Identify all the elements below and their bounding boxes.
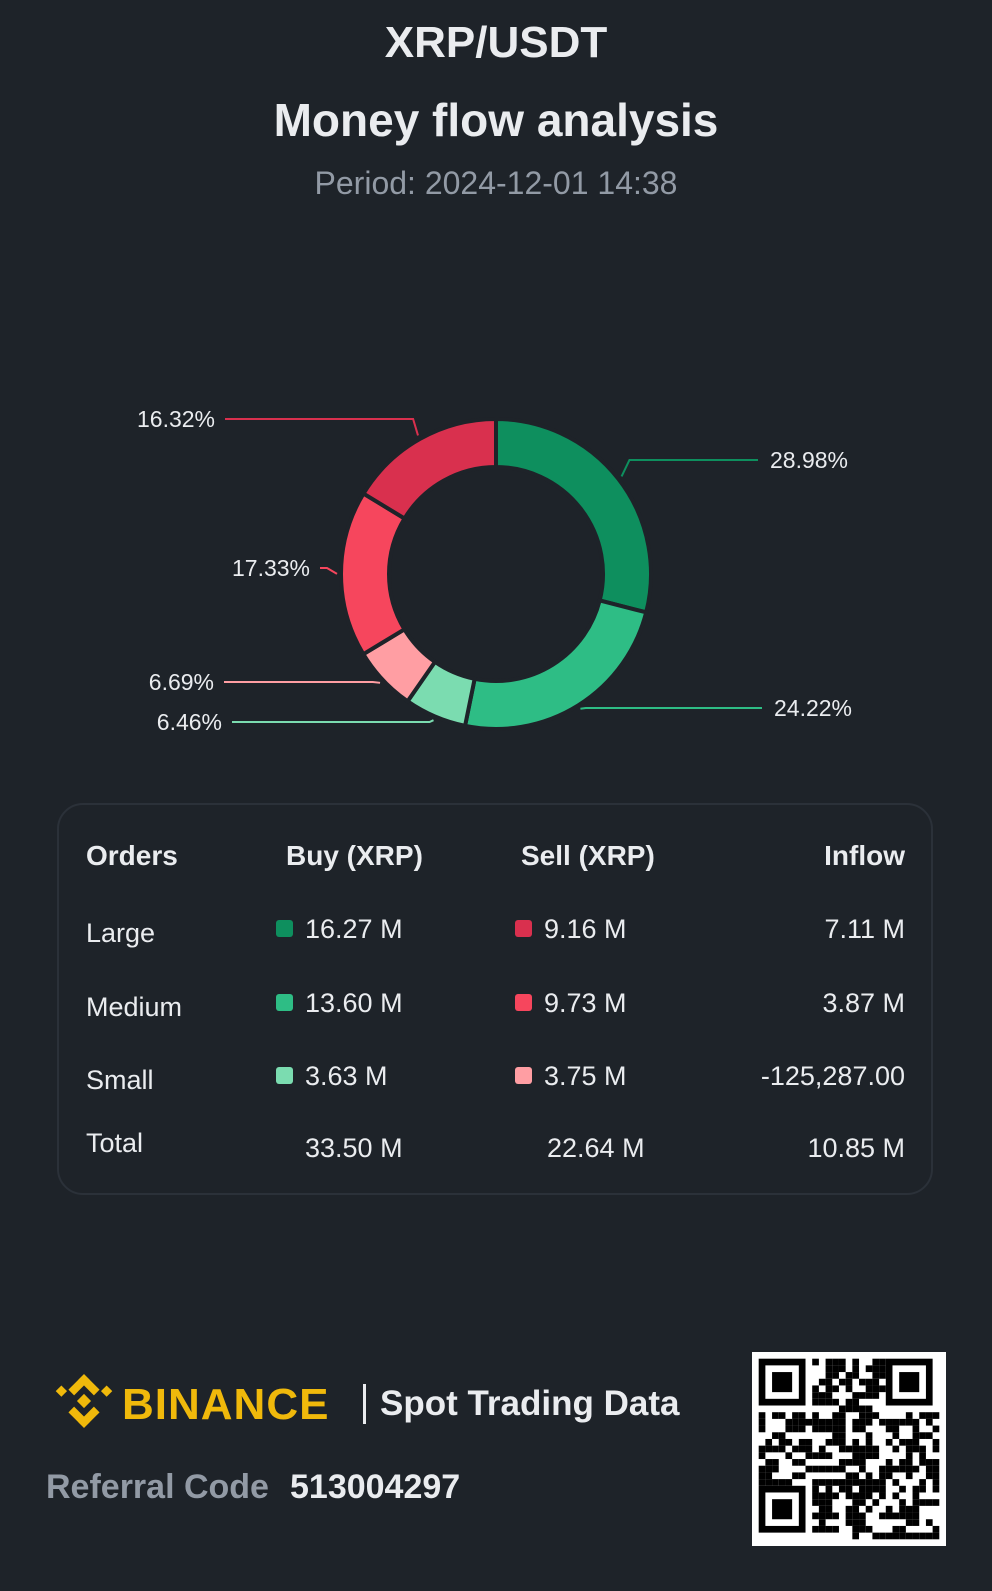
cell-text: Small	[86, 1065, 154, 1095]
column-header: Inflow	[700, 840, 905, 872]
binance-logo-icon	[55, 1374, 113, 1428]
leader-line	[620, 459, 758, 477]
legend-swatch	[515, 994, 532, 1011]
donut-slice	[462, 598, 649, 731]
pair-title: XRP/USDT	[384, 18, 608, 67]
leader-line	[320, 567, 338, 575]
slice-label: 24.22%	[774, 695, 852, 721]
leader-line	[224, 681, 381, 684]
row-label: Medium	[86, 992, 266, 1023]
qr-code-icon	[752, 1352, 946, 1546]
total-buy: 33.50 M	[305, 1133, 505, 1164]
slice-label: 28.98%	[770, 447, 848, 473]
buy-value: 13.60 M	[276, 988, 476, 1019]
cell-text: -125,287.00	[760, 1061, 905, 1091]
cell-text: 3.63 M	[305, 1061, 388, 1091]
slice-label: 16.32%	[137, 406, 215, 432]
page-title: Money flow analysis	[273, 94, 719, 146]
buy-value: 3.63 M	[276, 1061, 476, 1092]
row-label: Small	[86, 1065, 266, 1096]
cell-text: Total	[86, 1128, 144, 1158]
inflow-value: 3.87 M	[700, 988, 905, 1019]
slice-label: 6.69%	[149, 669, 214, 695]
total-inflow: 10.85 M	[700, 1133, 905, 1164]
total-sell: 22.64 M	[547, 1133, 747, 1164]
sell-value: 9.73 M	[515, 988, 715, 1019]
period-label: Period: 2024-12-01 14:38	[314, 165, 678, 201]
brand-name: BINANCE	[122, 1380, 330, 1429]
orders-table	[57, 803, 933, 1195]
sell-value: 3.75 M	[515, 1061, 715, 1092]
donut-chart: 28.98% 24.22% 6.46% 6.69% 17.33% 16.32%	[137, 406, 852, 735]
cell-text: 10.85 M	[807, 1133, 905, 1163]
legend-swatch	[276, 920, 293, 937]
legend-swatch	[515, 1067, 532, 1084]
leader-line	[225, 418, 419, 436]
inflow-value: -125,287.00	[700, 1061, 905, 1092]
cell-text: Orders	[86, 840, 178, 871]
cell-text: 3.87 M	[822, 988, 905, 1018]
legend-swatch	[515, 920, 532, 937]
slice-label: 17.33%	[232, 555, 310, 581]
leader-line	[580, 707, 762, 710]
product-name: Spot Trading Data	[380, 1384, 680, 1423]
cell-text: Buy (XRP)	[286, 840, 423, 871]
column-header: Sell (XRP)	[521, 840, 721, 872]
leader-line	[232, 719, 434, 723]
cell-text: 9.16 M	[544, 914, 627, 944]
cell-text: 13.60 M	[305, 988, 403, 1018]
cell-text: 7.11 M	[824, 914, 905, 944]
cell-text: 33.50 M	[305, 1133, 403, 1163]
donut-slice	[360, 416, 498, 522]
referral-code: 513004297	[290, 1468, 461, 1506]
cell-text: 9.73 M	[544, 988, 627, 1018]
total-label: Total	[86, 1128, 266, 1159]
legend-swatch	[276, 994, 293, 1011]
slice-label: 6.46%	[157, 709, 222, 735]
row-label: Large	[86, 918, 266, 949]
legend-swatch	[276, 1067, 293, 1084]
divider	[363, 1384, 366, 1424]
cell-text: Medium	[86, 992, 183, 1022]
cell-text: 22.64 M	[547, 1133, 645, 1163]
cell-text: 16.27 M	[305, 914, 403, 944]
buy-value: 16.27 M	[276, 914, 476, 945]
donut-slice	[494, 416, 653, 615]
cell-text: Large	[86, 918, 156, 948]
donut-slice	[339, 490, 408, 657]
column-header: Buy (XRP)	[286, 840, 486, 872]
sell-value: 9.16 M	[515, 914, 715, 945]
column-header: Orders	[86, 840, 266, 872]
cell-text: Sell (XRP)	[521, 840, 655, 871]
referral-label: Referral Code	[46, 1468, 269, 1506]
cell-text: 3.75 M	[544, 1061, 627, 1091]
cell-text: Inflow	[824, 840, 905, 871]
inflow-value: 7.11 M	[700, 914, 905, 945]
